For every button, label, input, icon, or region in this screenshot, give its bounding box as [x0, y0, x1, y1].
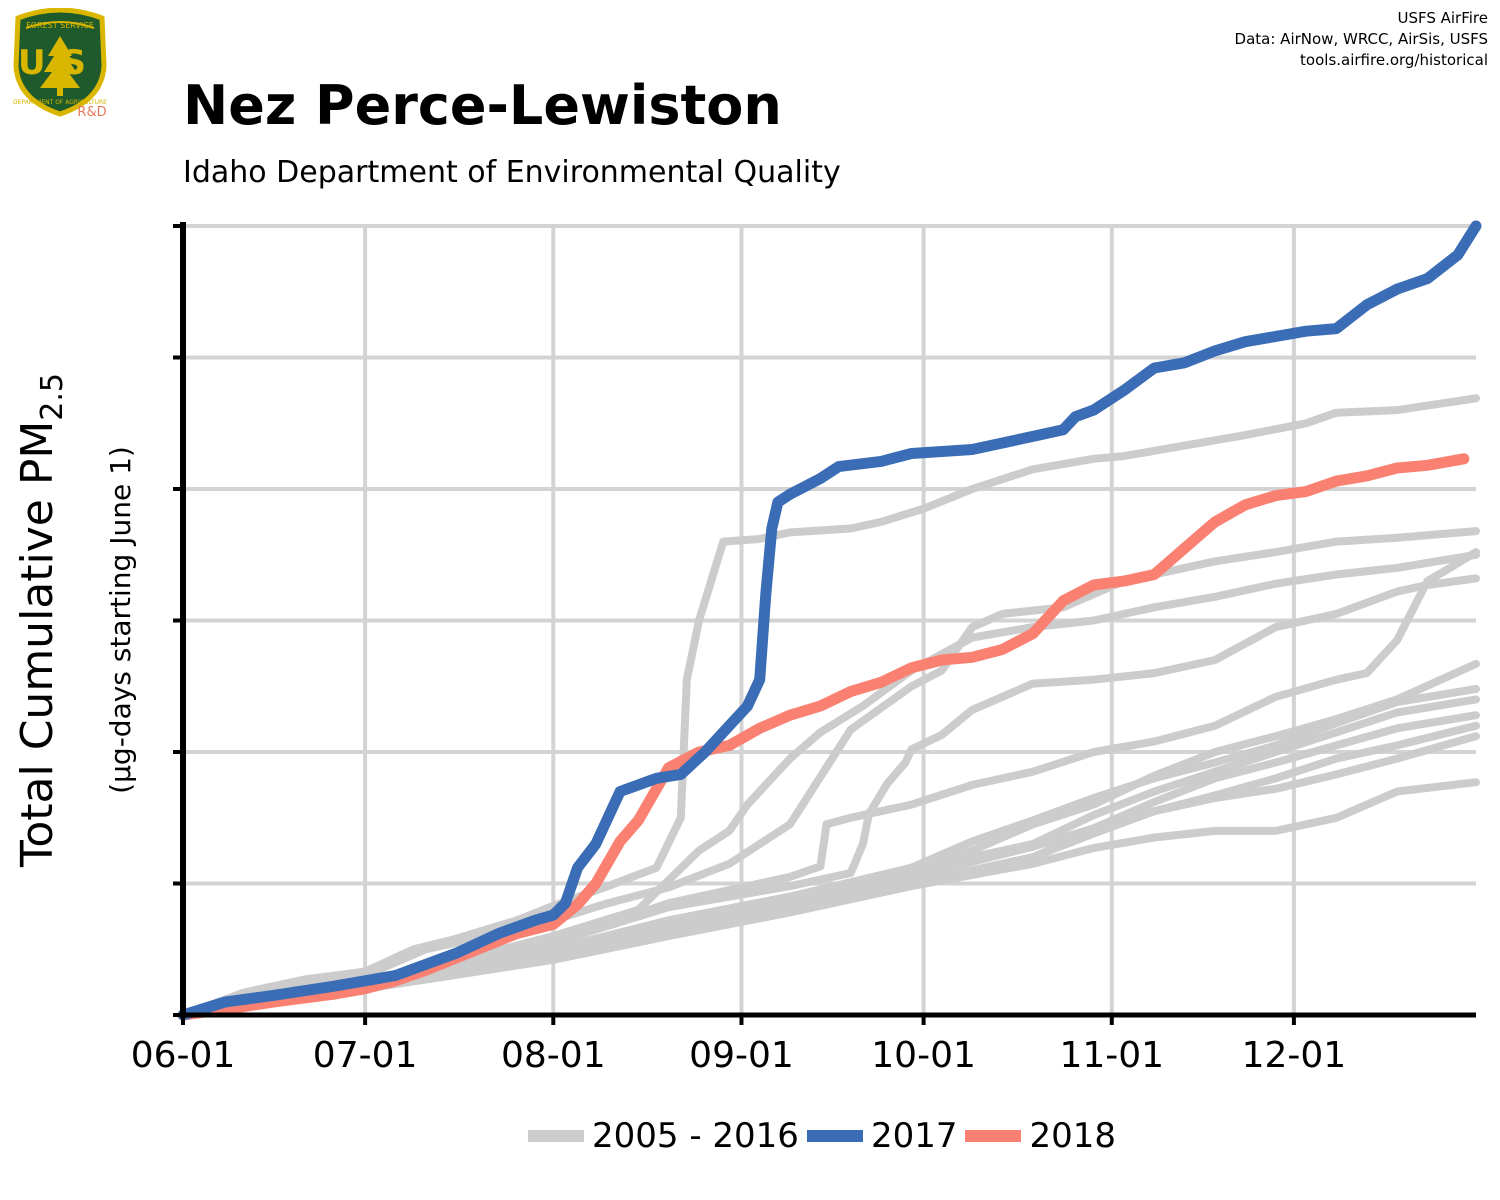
legend-swatch-2018 [965, 1130, 1022, 1142]
legend-item-historical: 2005 - 2016 [528, 1116, 799, 1156]
legend-item-2017: 2017 [806, 1116, 958, 1156]
svg-text:FOREST SERVICE: FOREST SERVICE [26, 21, 94, 30]
legend: 2005 - 2016 2017 2018 [528, 1114, 1124, 1158]
legend-item-2018: 2018 [965, 1116, 1116, 1156]
highlight-series-layer [177, 220, 1482, 1021]
x-tick-label: 09-01 [689, 1035, 794, 1076]
historical-series-layer [179, 394, 1480, 1019]
y-axis-label-units: (µg-days starting June 1) [104, 446, 137, 794]
legend-label-2018: 2018 [1029, 1116, 1117, 1156]
legend-swatch-historical [528, 1130, 584, 1142]
y-axis-label-subscript: 2.5 [35, 373, 70, 421]
x-tick-label: 10-01 [871, 1035, 976, 1076]
chart-subtitle: Idaho Department of Environmental Qualit… [183, 155, 841, 190]
x-tick-label: 12-01 [1242, 1035, 1347, 1076]
x-tick-label: 08-01 [501, 1035, 606, 1076]
credits-line-3: tools.airfire.org/historical [1300, 51, 1488, 69]
x-tick-label: 11-01 [1059, 1035, 1164, 1076]
data-credits: USFS AirFire Data: AirNow, WRCC, AirSis,… [1235, 8, 1488, 71]
legend-label-2017: 2017 [870, 1116, 958, 1156]
series-line-2005-2016 [179, 527, 1480, 1019]
credits-line-2: Data: AirNow, WRCC, AirSis, USFS [1234, 30, 1488, 48]
y-axis-label-text: Total Cumulative PM [12, 421, 63, 868]
series-line-2017 [177, 220, 1482, 1021]
svg-text:R&D: R&D [77, 105, 106, 120]
tick-label-layer: 06-01 07-01 08-01 09-01 10-01 11-01 12-01 [131, 1035, 1346, 1076]
axis-layer [173, 222, 1476, 1025]
x-tick-label: 07-01 [313, 1035, 418, 1076]
svg-text:DEPARTMENT OF AGRICULTURE: DEPARTMENT OF AGRICULTURE [13, 99, 107, 106]
series-line-2005-2016 [179, 778, 1480, 1019]
series-line-2005-2016 [179, 550, 1480, 1019]
usfs-logo: FOREST SERVICE US DEPARTMENT OF AGRICULT… [8, 7, 112, 120]
chart-title: Nez Perce-Lewiston [183, 74, 782, 137]
shield-icon: FOREST SERVICE US DEPARTMENT OF AGRICULT… [13, 7, 107, 120]
x-tick-label: 06-01 [131, 1035, 236, 1076]
credits-line-1: USFS AirFire [1397, 9, 1488, 27]
legend-label-historical: 2005 - 2016 [592, 1116, 799, 1156]
y-axis-label: Total Cumulative PM2.5 (µg-days starting… [12, 373, 137, 868]
y-axis-label-main: Total Cumulative PM2.5 [12, 373, 70, 868]
legend-swatch-2017 [806, 1130, 863, 1142]
series-line-2005-2016 [179, 574, 1480, 1019]
